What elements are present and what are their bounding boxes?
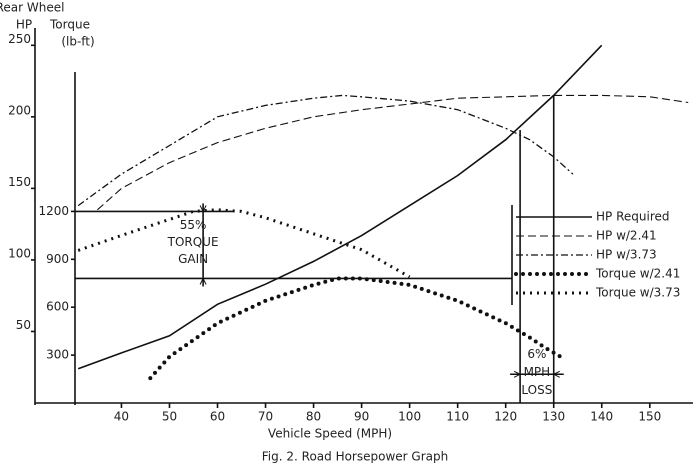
x-tick-label: 100 [398,410,421,424]
y-tick-label: 250 [8,32,31,46]
arrow-head [513,370,560,378]
x-tick-label: 80 [306,410,321,424]
y-axis-label: Rear Wheel [0,1,64,15]
annotation-text: TORQUE [167,235,219,249]
y2-tick-label: 1200 [38,204,69,218]
legend-label: Torque w/2.41 [595,267,680,281]
y2-axis-label: Torque [49,18,90,32]
y-tick-label: 50 [16,318,31,332]
x-tick-label: 40 [114,410,129,424]
y-axis-label: HP [16,18,32,32]
x-axis-label: Vehicle Speed (MPH) [268,427,392,441]
annotation-text: MPH [524,365,551,379]
x-tick-label: 70 [258,410,273,424]
annotation-text: GAIN [178,252,208,266]
annotation-text: LOSS [521,383,552,397]
legend-label: HP Required [596,210,669,224]
series-line [77,208,411,279]
y2-axis-label: (lb-ft) [61,35,94,49]
series-line [77,94,574,207]
annotation-text: 55% [180,218,207,232]
x-tick-label: 140 [590,410,613,424]
series-line [97,94,689,211]
annotation-text: 6% [527,347,546,361]
y2-tick-label: 300 [46,348,69,362]
caption: Fig. 2. Road Horsepower Graph [262,450,448,464]
legend-label: Torque w/3.73 [595,286,680,300]
x-tick-label: 60 [210,410,225,424]
y-tick-label: 150 [8,175,31,189]
y-tick-label: 200 [8,103,31,117]
x-tick-label: 50 [162,410,177,424]
x-tick-label: 110 [446,410,469,424]
series-line [148,276,566,381]
y-tick-label: 100 [8,246,31,260]
x-tick-label: 90 [354,410,369,424]
x-tick-label: 130 [542,410,565,424]
x-tick-label: 120 [494,410,517,424]
x-tick-label: 150 [638,410,661,424]
arrow-head [199,205,207,285]
legend-label: HP w/3.73 [596,248,657,262]
y2-tick-label: 900 [46,252,69,266]
legend-label: HP w/2.41 [596,229,657,243]
series-line [77,44,603,370]
y2-tick-label: 600 [46,300,69,314]
